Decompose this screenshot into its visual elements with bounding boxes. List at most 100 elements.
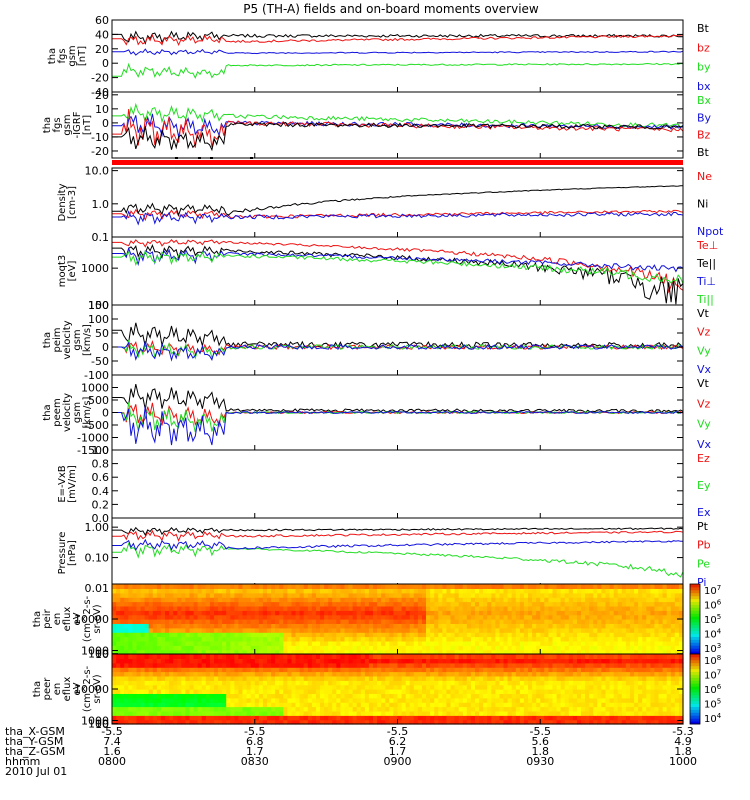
spectrogram-cell: [544, 658, 549, 664]
spectrogram-cell: [654, 662, 660, 668]
date-label: 2010 Jul 01: [5, 765, 67, 778]
spectrogram-cell: [475, 697, 480, 703]
spectrogram-cell: [581, 662, 586, 668]
spectrogram-cell: [507, 627, 513, 633]
spectrogram-cell: [405, 640, 411, 646]
spectrogram-cell: [128, 588, 133, 594]
ephem-value: -5.5: [101, 725, 122, 738]
spectrogram-cell: [291, 645, 297, 651]
spectrogram-cell: [160, 619, 166, 624]
spectrogram-cell: [532, 645, 537, 651]
spectrogram-cell: [678, 605, 684, 611]
spectrogram-cell: [621, 662, 627, 668]
spectrogram-cell: [238, 614, 244, 620]
spectrogram-cell: [466, 627, 472, 633]
spectrogram-cell: [193, 601, 199, 607]
spectrogram-cell: [572, 654, 578, 659]
spectrogram-cell: [544, 667, 549, 673]
spectrogram-cell: [205, 623, 211, 629]
spectrogram-cell: [360, 689, 366, 694]
spectrogram-cell: [132, 627, 138, 633]
spectrogram-cell: [536, 601, 541, 607]
spectrogram-cell: [214, 627, 219, 633]
spectrogram-cell: [475, 715, 480, 721]
spectrogram-cell: [173, 588, 178, 594]
spectrogram-cell: [340, 601, 346, 607]
spectrogram-cell: [299, 684, 305, 690]
spectrogram-cell: [434, 649, 439, 655]
spectrogram-cell: [242, 654, 248, 659]
spectrogram-cell: [613, 671, 619, 677]
spectrogram-cell: [267, 680, 272, 686]
spectrogram-cell: [205, 614, 211, 620]
y-tick-label: 40: [95, 28, 109, 41]
spectrogram-cell: [528, 715, 533, 721]
spectrogram-cell: [169, 675, 174, 681]
spectrogram-cell: [230, 693, 235, 699]
spectrogram-cell: [189, 719, 195, 725]
spectrogram-cell: [454, 584, 460, 589]
spectrogram-cell: [446, 697, 452, 703]
spectrogram-cell: [630, 658, 635, 664]
spectrogram-cell: [381, 592, 386, 598]
spectrogram-cell: [230, 667, 235, 673]
spectrogram-cell: [670, 597, 676, 603]
y-tick-label: 100: [88, 718, 109, 731]
spectrogram-cell: [311, 619, 317, 624]
spectrogram-cell: [389, 662, 394, 668]
spectrogram-cell: [189, 632, 195, 638]
spectrogram-cell: [291, 623, 297, 629]
spectrogram-cell: [226, 640, 231, 646]
spectrogram-cell: [625, 623, 631, 629]
spectrogram-cell: [218, 684, 223, 690]
spectrogram-cell: [483, 627, 488, 633]
spectrogram-cell: [483, 702, 488, 708]
spectrogram-cell: [205, 693, 211, 699]
spectrogram-cell: [324, 675, 329, 681]
spectrogram-cell: [348, 623, 354, 629]
spectrogram-cell: [373, 662, 378, 668]
spectrogram-cell: [589, 592, 594, 598]
spectrogram-cell: [556, 706, 562, 712]
spectrogram-cell: [120, 671, 125, 677]
spectrogram-cell: [662, 584, 668, 589]
spectrogram-cell: [499, 658, 505, 664]
spectrogram-cell: [446, 592, 452, 598]
spectrogram-cell: [519, 649, 525, 655]
spectrogram-cell: [389, 671, 394, 677]
spectrogram-cell: [140, 610, 146, 616]
spectrogram-cell: [214, 601, 219, 607]
spectrogram-cell: [389, 710, 394, 716]
spectrogram-cell: [544, 715, 549, 721]
spectrogram-cell: [250, 632, 256, 638]
spectrogram-cell: [625, 684, 631, 690]
spectrogram-cell: [413, 658, 419, 664]
spectrogram-cell: [540, 605, 545, 611]
spectrogram-cell: [585, 649, 590, 655]
spectrogram-cell: [295, 592, 301, 598]
spectrogram-cell: [589, 623, 594, 629]
spectrogram-cell: [495, 658, 501, 664]
spectrogram-cell: [593, 719, 598, 725]
spectrogram-cell: [662, 693, 668, 699]
series-Bt-line: [112, 122, 683, 152]
spectrogram-cell: [552, 702, 558, 708]
spectrogram-cell: [169, 645, 174, 651]
spectrogram-cell: [258, 649, 264, 655]
spectrogram-cell: [434, 710, 439, 716]
spectrogram-cell: [360, 697, 366, 703]
spectrogram-cell: [666, 697, 672, 703]
spectrogram-cell: [462, 662, 468, 668]
spectrogram-cell: [491, 658, 496, 664]
spectrogram-cell: [662, 619, 668, 624]
spectrogram-cell: [364, 605, 370, 611]
spectrogram-cell: [491, 675, 496, 681]
spectrogram-cell: [291, 654, 297, 659]
spectrogram-cell: [540, 710, 545, 716]
spectrogram-cell: [519, 584, 525, 589]
spectrogram-cell: [295, 671, 301, 677]
spectrogram-cell: [303, 697, 309, 703]
spectrogram-cell: [646, 597, 651, 603]
spectrogram-cell: [201, 636, 207, 642]
spectrogram-cell: [413, 610, 419, 616]
